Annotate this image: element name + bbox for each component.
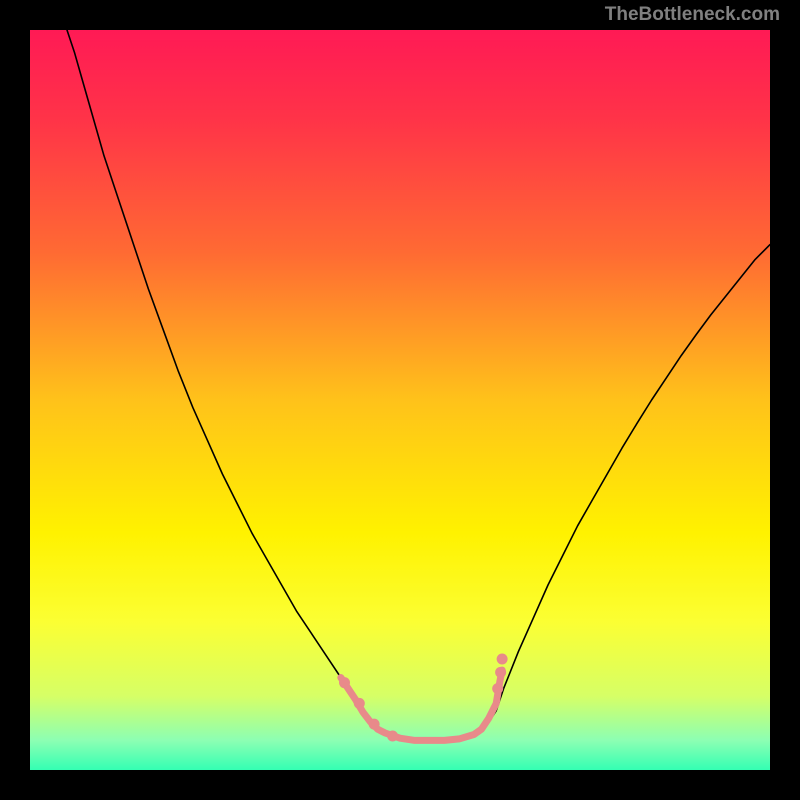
trough-marker (387, 730, 398, 741)
bottleneck-chart (30, 30, 770, 770)
plot-area (30, 30, 770, 770)
trough-marker (495, 667, 506, 678)
trough-marker (492, 683, 503, 694)
trough-marker (369, 719, 380, 730)
trough-marker (354, 698, 365, 709)
trough-marker (497, 654, 508, 665)
trough-marker (339, 677, 350, 688)
gradient-background (30, 30, 770, 770)
watermark-text: TheBottleneck.com (605, 4, 780, 26)
chart-frame: TheBottleneck.com (0, 0, 800, 800)
